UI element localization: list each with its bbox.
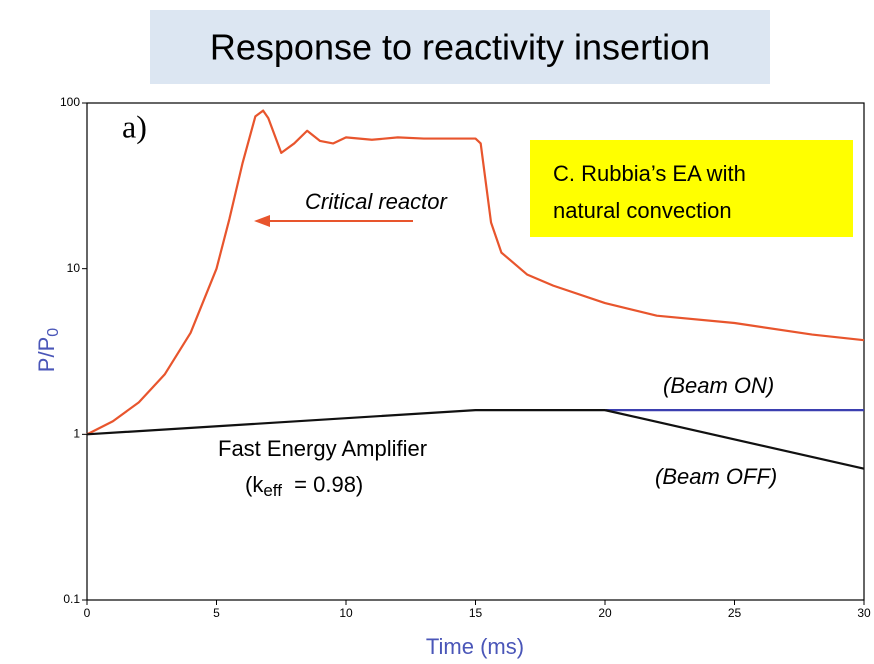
chart-title: Response to reactivity insertion (210, 27, 710, 68)
y-tick-label: 100 (60, 95, 80, 109)
annotation: (Beam OFF) (655, 464, 777, 489)
annotation: Fast Energy Amplifier (218, 436, 427, 461)
y-tick-label: 10 (67, 261, 81, 275)
annotation: (keff = 0.98) (245, 472, 363, 501)
annotation-part: (k (245, 472, 264, 497)
annotation-sub: eff (263, 481, 282, 500)
annotation-part: = 0.98) (282, 472, 363, 497)
note-line: natural convection (553, 198, 732, 223)
title-box (150, 10, 770, 84)
series-line (86, 109, 865, 436)
note-box (530, 140, 853, 237)
x-tick-label: 10 (339, 606, 353, 620)
panel-label: a) (122, 108, 147, 144)
y-axis-title-sub: 0 (45, 328, 62, 337)
x-tick-label: 30 (857, 606, 871, 620)
annotation: (Beam ON) (663, 373, 774, 398)
series-line (86, 409, 605, 436)
series-line (604, 409, 865, 470)
x-tick-label: 15 (469, 606, 483, 620)
annotation: Critical reactor (305, 189, 448, 214)
x-tick-label: 5 (213, 606, 220, 620)
y-tick-label: 1 (73, 427, 80, 441)
x-tick-label: 25 (728, 606, 742, 620)
x-tick-label: 0 (84, 606, 91, 620)
y-axis-title: P/P0 (34, 328, 62, 372)
arrow-head (254, 215, 270, 227)
x-tick-label: 20 (598, 606, 612, 620)
x-axis-title: Time (ms) (426, 634, 524, 659)
y-tick-label: 0.1 (63, 592, 80, 606)
y-axis-title-part: P/P (34, 337, 59, 372)
note-line: C. Rubbia’s EA with (553, 161, 746, 186)
